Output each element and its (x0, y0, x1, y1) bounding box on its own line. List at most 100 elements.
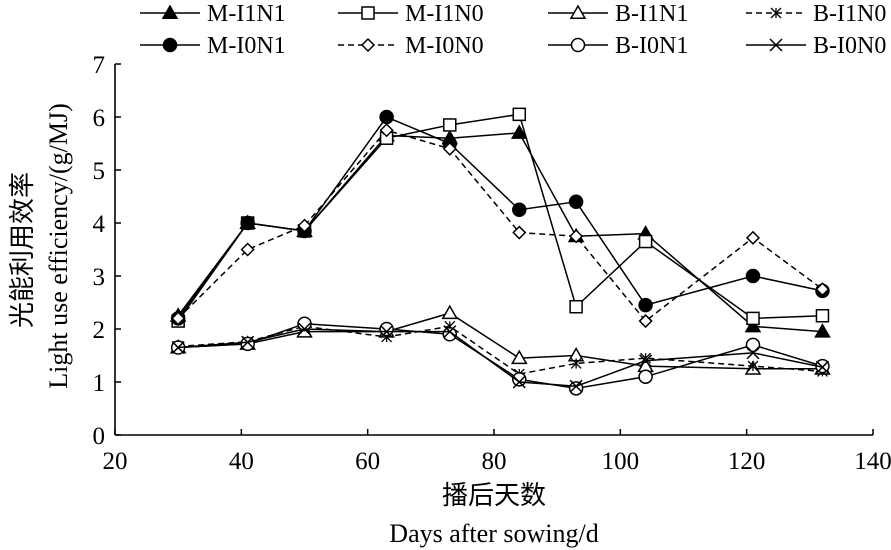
x-tick-label: 100 (602, 448, 640, 475)
series-line (177, 129, 823, 323)
series-line (178, 328, 823, 387)
data-point (240, 242, 255, 257)
y-axis-label-zh-group: 光能利用效率 (8, 172, 37, 328)
data-point (745, 337, 761, 353)
x-tick-label: 40 (229, 448, 254, 475)
data-point (510, 349, 528, 365)
series-M-I1N0 (171, 107, 830, 328)
y-tick-label: 6 (93, 105, 106, 132)
x-axis-label-zh: 播后天数 (442, 481, 546, 510)
series-line (177, 116, 823, 319)
data-point (379, 109, 394, 125)
data-point (512, 107, 527, 122)
data-point (510, 124, 528, 139)
legend-label: B-I0N1 (615, 33, 688, 59)
data-point (638, 313, 653, 329)
legend-label: M-I0N1 (207, 33, 286, 59)
data-point (638, 369, 653, 384)
legend-item: M-I0N1 (140, 33, 286, 59)
data-point (441, 304, 459, 320)
series-B-I1N0 (172, 320, 828, 380)
data-point (442, 141, 457, 156)
legend-marker (570, 37, 586, 53)
data-point (512, 225, 527, 240)
data-point (746, 311, 760, 326)
data-point (297, 316, 312, 331)
data-point (379, 123, 394, 138)
data-point (745, 230, 761, 245)
data-point (297, 218, 312, 233)
legend-item: M-I0N0 (338, 33, 484, 59)
series-M-I1N1 (169, 124, 831, 338)
data-point (297, 322, 312, 336)
data-point (745, 268, 761, 284)
legend-marker (161, 4, 179, 19)
legend-label: M-I1N1 (207, 1, 286, 27)
data-point (443, 325, 457, 339)
series-M-I0N0 (171, 123, 830, 329)
legend-marker (569, 4, 587, 19)
data-point (443, 118, 457, 132)
data-point (240, 336, 255, 352)
legend-label: M-I1N0 (405, 1, 484, 27)
y-ticks: 0 1 2 3 4 5 6 7 (93, 52, 121, 450)
legend-item: B-I1N1 (548, 1, 688, 27)
data-point (379, 321, 394, 337)
data-point (570, 357, 582, 369)
data-point (815, 360, 829, 374)
data-point (638, 297, 653, 313)
x-axis-label-en: Days after sowing/d (389, 519, 598, 548)
legend-marker (769, 38, 783, 52)
series-line (178, 325, 823, 375)
legend-item: B-I0N1 (548, 33, 688, 59)
series-M-I0N1 (170, 109, 830, 326)
x-tick-label: 20 (103, 448, 128, 475)
data-point (746, 346, 760, 360)
y-tick-label: 5 (93, 158, 106, 185)
legend-label: M-I0N0 (405, 33, 484, 59)
legend-marker (360, 37, 376, 53)
data-point (512, 202, 527, 217)
data-point (569, 229, 584, 244)
y-axis-label-zh: 光能利用效率 (8, 172, 37, 328)
legend-item: M-I1N0 (338, 1, 484, 27)
y-tick-label: 0 (93, 423, 106, 450)
data-point (569, 299, 583, 314)
x-tick-label: 140 (854, 448, 891, 475)
data-point (171, 341, 185, 355)
data-point (171, 311, 186, 326)
legend-item: B-I0N0 (746, 33, 886, 59)
x-tick-label: 80 (482, 448, 507, 475)
series-line (177, 113, 823, 322)
series-group (169, 107, 831, 396)
x-tick-label: 60 (355, 448, 380, 475)
legend-item: M-I1N1 (140, 1, 286, 27)
y-tick-label: 4 (93, 211, 106, 238)
data-point (638, 234, 653, 249)
y-tick-label: 7 (93, 52, 106, 79)
data-point (639, 354, 653, 368)
data-point (240, 215, 255, 231)
data-point (568, 194, 584, 210)
y-axis-label-en: Light use efficiency/(g/MJ) (44, 103, 73, 388)
x-ticks: 20 40 60 80 100 120 140 (103, 429, 891, 475)
y-tick-label: 3 (93, 264, 106, 291)
legend-marker (770, 7, 782, 19)
data-point (241, 335, 255, 349)
data-point (380, 325, 394, 339)
y-tick-label: 2 (93, 317, 106, 344)
legend-marker (361, 6, 375, 20)
series-B-I0N0 (171, 322, 829, 393)
data-point (744, 317, 762, 333)
data-point (569, 379, 583, 393)
legend-label: B-I1N0 (813, 1, 886, 27)
data-point (512, 375, 526, 389)
data-point (815, 309, 830, 323)
y-tick-label: 1 (93, 370, 106, 397)
legend-label: B-I0N0 (813, 33, 886, 59)
legend-item: B-I1N0 (746, 1, 886, 27)
x-tick-label: 120 (728, 448, 766, 475)
data-point (814, 323, 831, 338)
data-point (747, 360, 759, 372)
